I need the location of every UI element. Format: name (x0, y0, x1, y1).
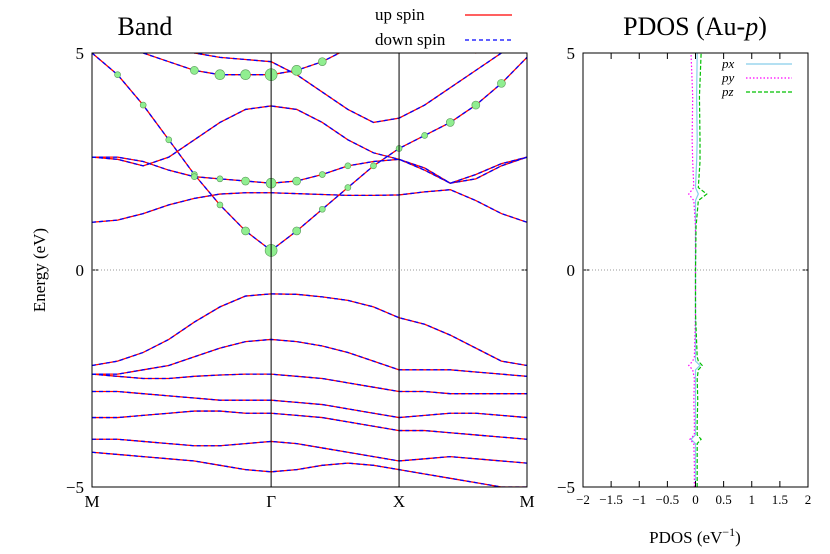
x-tick-label: 1.5 (772, 492, 788, 507)
title-part: ) (758, 12, 767, 41)
projection-bubble (114, 71, 121, 78)
projection-bubble (421, 132, 428, 139)
x-tick-label: 1 (749, 492, 756, 507)
band-line (92, 105, 527, 184)
band-line (92, 105, 527, 184)
plot-area (92, 53, 527, 487)
band-line (92, 293, 527, 367)
x-tick-label: 0 (692, 492, 699, 507)
band-line (141, 53, 478, 76)
projection-bubble (216, 201, 224, 209)
plot-area (687, 53, 708, 487)
band-line (92, 293, 527, 367)
x-tick-label: 0.5 (716, 492, 732, 507)
projection-bubble (317, 57, 327, 66)
band-line (92, 338, 527, 377)
x-tick-label: 2 (805, 492, 812, 507)
projection-bubble (241, 226, 250, 236)
projection-bubble (471, 100, 481, 110)
y-tick-label: −5 (66, 478, 84, 497)
band-line (92, 156, 527, 184)
projection-bubble (344, 162, 352, 170)
xlabel-part: PDOS (eV (649, 528, 723, 547)
frame (582, 52, 809, 488)
pdos-line (694, 53, 708, 487)
legend-label: pz (721, 84, 734, 99)
pdos-line (690, 53, 701, 487)
projection-bubble (292, 226, 302, 236)
projection-bubble (497, 79, 506, 88)
band-line (92, 189, 527, 223)
legend-label: px (721, 56, 735, 71)
projection-bubble (318, 171, 326, 178)
x-tick-label: −1.5 (599, 492, 623, 507)
projection-bubble (291, 65, 303, 76)
xlabel-part: ) (735, 528, 741, 547)
x-tick-label: −2 (576, 492, 590, 507)
y-tick-label: −5 (557, 478, 575, 497)
band-line (92, 438, 527, 464)
x-tick-label: Γ (266, 492, 276, 511)
x-axis-label: PDOS (eV−1) (649, 525, 741, 547)
frame (91, 52, 528, 488)
projection-bubble (318, 205, 326, 213)
band-line (92, 373, 527, 395)
y-axis-label: Energy (eV) (30, 228, 49, 312)
projection-bubble (240, 69, 251, 80)
legend-label: down spin (375, 30, 446, 49)
band-line (92, 410, 527, 440)
y-tick-label: 0 (76, 261, 85, 280)
projection-bubble (216, 175, 224, 183)
chart-title: PDOS (Au-p) (623, 12, 767, 41)
projection-bubble (344, 184, 352, 191)
y-tick-label: 0 (567, 261, 576, 280)
x-tick-label: −1 (632, 492, 646, 507)
projection-bubble (214, 69, 226, 80)
title-part: PDOS (Au- (623, 12, 745, 41)
pdos-line (687, 53, 697, 487)
band-line (92, 451, 527, 487)
y-tick-label: 5 (76, 44, 85, 63)
projection-bubble (445, 118, 455, 127)
projection-bubble (241, 176, 250, 186)
xlabel-part: −1 (722, 525, 735, 539)
band-line (192, 53, 503, 124)
projection-bubble (165, 136, 173, 144)
y-tick-label: 5 (567, 44, 576, 63)
projection-bubble (191, 173, 198, 180)
band-line (92, 390, 527, 419)
x-tick-label: −0.5 (656, 492, 680, 507)
x-tick-label: M (519, 492, 534, 511)
band-line (92, 410, 527, 440)
title-part: p (743, 12, 758, 41)
chart-title: Band (118, 12, 173, 41)
projection-bubble (370, 162, 377, 170)
legend-label: up spin (375, 5, 425, 24)
projection-bubble (292, 176, 302, 186)
x-tick-label: M (84, 492, 99, 511)
projection-bubble (190, 66, 199, 75)
legend-label: py (721, 70, 735, 85)
projection-bubble (139, 101, 147, 109)
band-line (92, 53, 527, 252)
x-tick-label: X (393, 492, 405, 511)
